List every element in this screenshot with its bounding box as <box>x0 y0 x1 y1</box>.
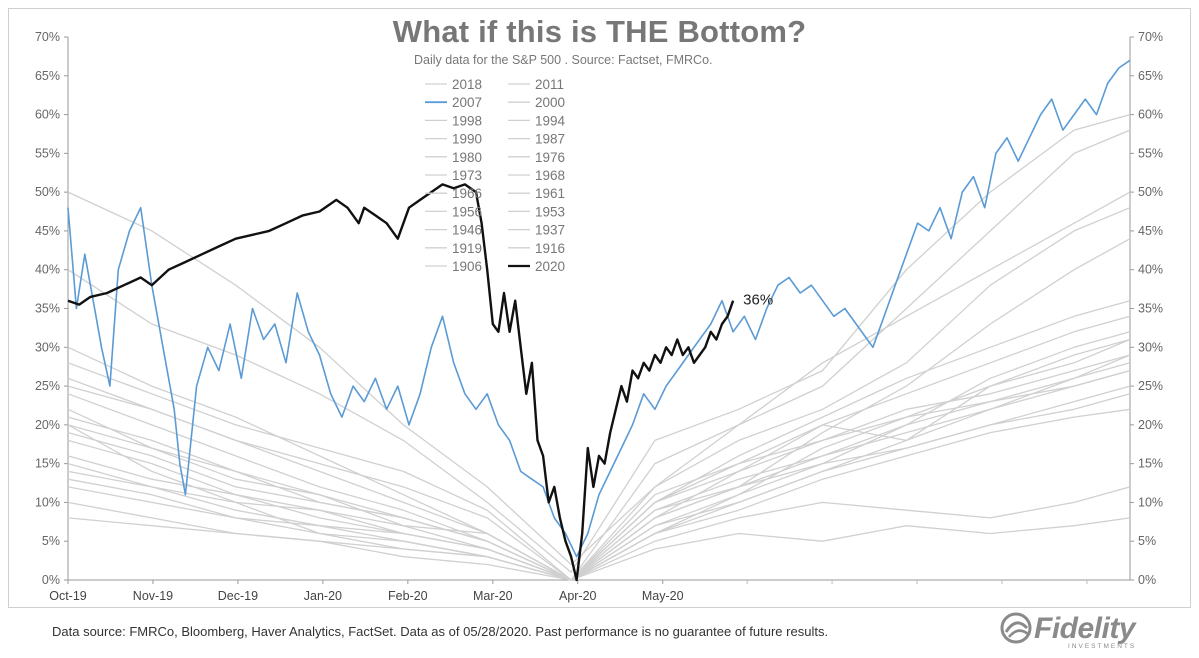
legend-label-1906: 1906 <box>452 259 482 274</box>
x-tick-label: May-20 <box>642 589 684 603</box>
y-tick-label-right: 35% <box>1138 302 1163 316</box>
annotation-36-percent: 36% <box>743 292 773 309</box>
series-line-2011 <box>67 113 1131 573</box>
legend-label-1937: 1937 <box>535 223 565 238</box>
y-tick-label-right: 15% <box>1138 457 1163 471</box>
series-line-1961 <box>67 362 1131 581</box>
y-tick-label-right: 55% <box>1138 146 1163 160</box>
y-tick-label-left: 10% <box>35 495 60 509</box>
series-line-1956 <box>67 354 1131 581</box>
y-tick-label-left: 40% <box>35 263 60 277</box>
y-tick-label-right: 45% <box>1138 224 1163 238</box>
fidelity-logo: Fidelity INVESTMENTS <box>1000 610 1170 650</box>
legend-label-2011: 2011 <box>535 77 564 92</box>
legend-label-2000: 2000 <box>535 95 565 110</box>
series-line-2007 <box>67 59 1131 558</box>
y-tick-label-left: 0% <box>42 573 60 587</box>
y-tick-label-right: 40% <box>1138 263 1163 277</box>
legend-label-1980: 1980 <box>452 150 482 165</box>
y-tick-label-left: 30% <box>35 340 60 354</box>
series-line-1937 <box>67 207 1131 581</box>
y-tick-label-right: 0% <box>1138 573 1156 587</box>
series-line-2020 <box>67 183 735 582</box>
logo-tagline: INVESTMENTS <box>1068 643 1137 650</box>
legend-label-1998: 1998 <box>452 113 482 128</box>
y-tick-label-right: 65% <box>1138 69 1163 83</box>
chart-title: What if this is THE Bottom? <box>392 14 807 49</box>
legend-label-1990: 1990 <box>452 132 482 147</box>
data-source-note: Data source: FMRCo, Bloomberg, Haver Ana… <box>52 624 829 639</box>
series-line-1973 <box>67 517 1131 581</box>
legend-label-2007: 2007 <box>452 95 482 110</box>
legend-label-1916: 1916 <box>535 241 565 256</box>
y-tick-label-left: 20% <box>35 418 60 432</box>
legend-label-1968: 1968 <box>535 168 565 183</box>
legend-label-2020: 2020 <box>535 259 565 274</box>
y-tick-label-left: 50% <box>35 185 60 199</box>
y-tick-label-left: 70% <box>35 30 60 44</box>
series-line-1976 <box>67 486 1131 581</box>
legend-label-1976: 1976 <box>535 150 565 165</box>
y-tick-label-right: 60% <box>1138 108 1163 122</box>
y-tick-label-right: 50% <box>1138 185 1163 199</box>
y-tick-label-left: 55% <box>35 146 60 160</box>
y-tick-label-left: 25% <box>35 379 60 393</box>
x-tick-label: Apr-20 <box>559 589 597 603</box>
x-tick-label: Feb-20 <box>388 589 428 603</box>
y-tick-label-right: 30% <box>1138 340 1163 354</box>
x-tick-label: Mar-20 <box>473 589 513 603</box>
y-tick-label-right: 25% <box>1138 379 1163 393</box>
legend-label-1973: 1973 <box>452 168 482 183</box>
chart-subtitle: Daily data for the S&P 500 . Source: Fac… <box>414 53 713 67</box>
series-line-1946 <box>67 369 1131 581</box>
y-tick-label-left: 5% <box>42 534 60 548</box>
series-line-1919 <box>67 408 1131 581</box>
x-tick-label: Oct-19 <box>49 589 87 603</box>
legend-label-1961: 1961 <box>535 186 565 201</box>
y-tick-label-right: 20% <box>1138 418 1163 432</box>
y-tick-label-right: 10% <box>1138 495 1163 509</box>
y-tick-label-right: 70% <box>1138 30 1163 44</box>
legend-label-1966: 1966 <box>452 186 482 201</box>
y-tick-label-left: 45% <box>35 224 60 238</box>
legend-label-1987: 1987 <box>535 132 565 147</box>
y-tick-label-left: 65% <box>35 69 60 83</box>
series-line-1994 <box>67 362 1131 581</box>
fidelity-swirl-icon <box>1000 612 1032 644</box>
series-line-1906 <box>67 300 1131 581</box>
chart-frame <box>8 8 1191 608</box>
legend-label-1919: 1919 <box>452 241 482 256</box>
y-tick-label-right: 5% <box>1138 534 1156 548</box>
legend-label-1953: 1953 <box>535 204 565 219</box>
series-line-2000 <box>67 129 1131 566</box>
legend-label-1956: 1956 <box>452 204 482 219</box>
x-tick-label: Nov-19 <box>133 589 173 603</box>
series-line-1916 <box>67 238 1131 581</box>
legend-label-2018: 2018 <box>452 77 482 92</box>
logo-wordmark: Fidelity <box>1034 612 1136 645</box>
x-tick-label: Jan-20 <box>304 589 342 603</box>
legend-label-1946: 1946 <box>452 223 482 238</box>
series-line-1998 <box>67 191 1131 581</box>
y-tick-label-left: 35% <box>35 302 60 316</box>
y-tick-label-left: 60% <box>35 108 60 122</box>
y-tick-label-left: 15% <box>35 457 60 471</box>
legend-label-1994: 1994 <box>535 113 566 128</box>
x-tick-label: Dec-19 <box>218 589 258 603</box>
